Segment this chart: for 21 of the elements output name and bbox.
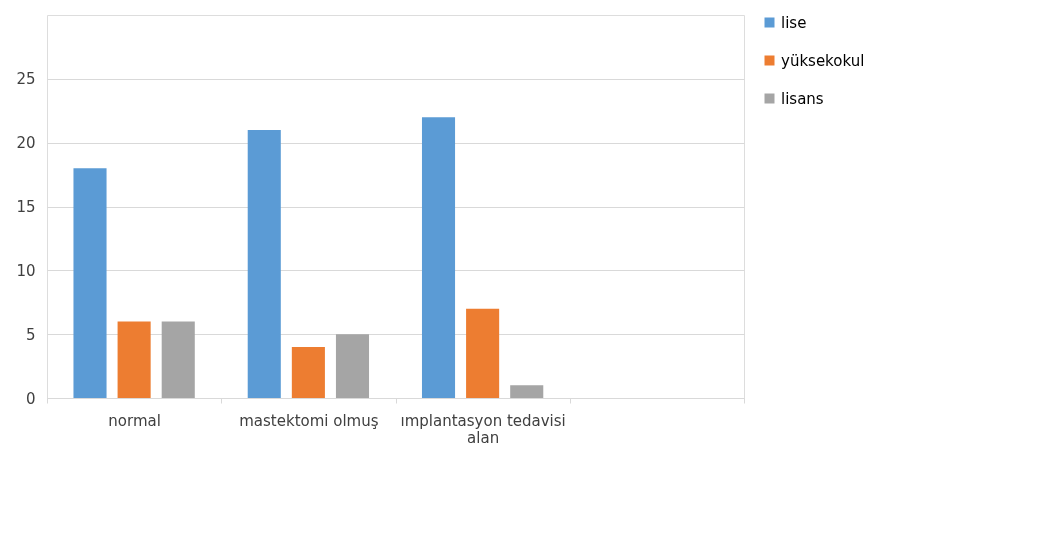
y-tick-label: 25	[16, 70, 36, 89]
legend-label: lisans	[781, 89, 824, 108]
legend-label: lise	[781, 13, 807, 32]
x-tick-label: mastektomi olmuş	[239, 411, 379, 430]
bar	[510, 385, 544, 398]
x-tick-label: ımplantasyon tedavisi alan	[400, 411, 566, 447]
y-tick-label: 15	[16, 198, 36, 216]
bar	[421, 117, 456, 398]
y-tick-label: 0	[25, 389, 36, 408]
legend-label: yüksekokul	[781, 51, 865, 70]
bar	[247, 129, 281, 398]
bar	[73, 168, 107, 398]
x-tick-label: normal	[108, 411, 161, 430]
bar	[291, 346, 325, 398]
y-tick-label: 20	[16, 134, 36, 153]
y-tick-label: 10	[16, 261, 36, 280]
y-tick-label: 5	[25, 325, 36, 344]
bar	[161, 321, 195, 398]
bar	[335, 334, 370, 398]
bar	[466, 308, 500, 398]
bar	[117, 321, 151, 398]
